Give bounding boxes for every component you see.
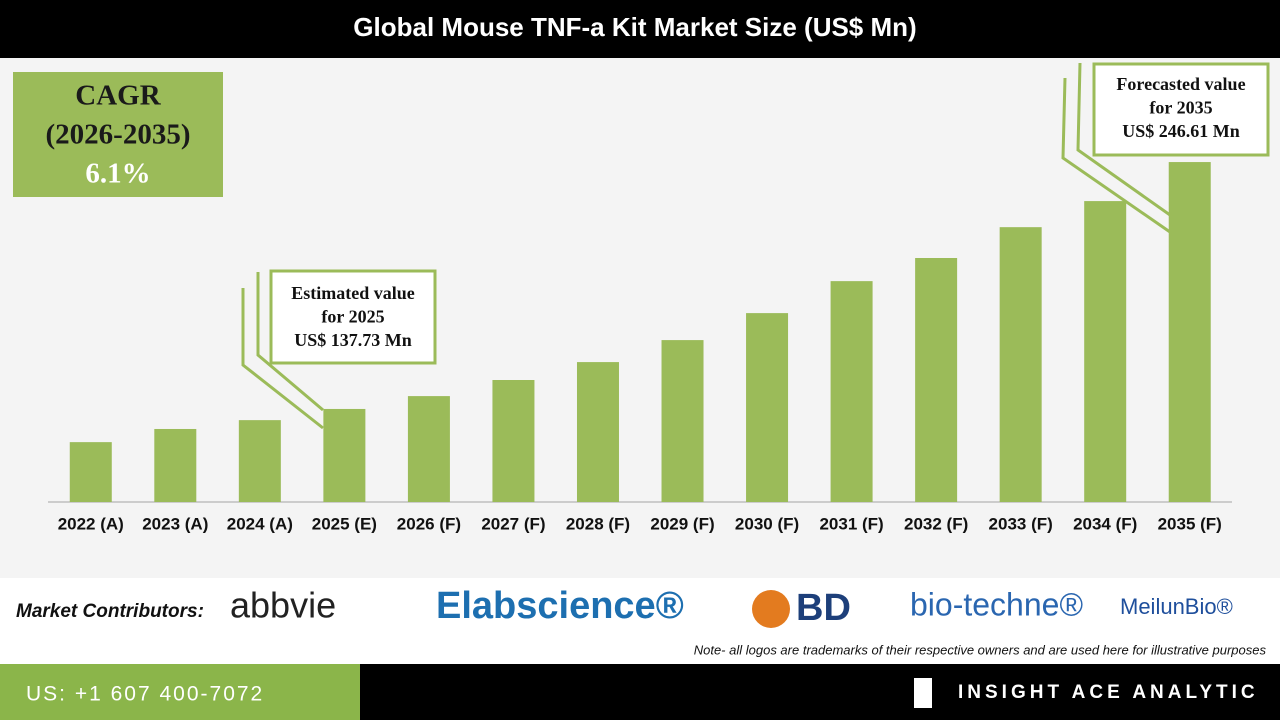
bar [576,362,619,502]
annotation: US$ 137.73 Mn [294,330,412,350]
x-tick-label: 2035 (F) [1158,514,1222,533]
cagr-period: (2026-2035) [46,119,191,151]
bar [323,408,366,502]
bar [154,428,197,502]
bar [1084,201,1127,502]
brand: INSIGHT ACE ANALYTIC [958,682,1259,703]
cagr-box [13,72,223,197]
logo: bio-techne® [910,586,1083,622]
annotation: Forecasted value [1116,74,1245,94]
x-tick-label: 2026 (F) [397,514,461,533]
x-tick-label: 2033 (F) [989,514,1053,533]
phone: US: +1 607 400-7072 [26,683,264,706]
brand-mark [914,678,932,708]
connector-2025 [256,272,324,412]
x-tick-label: 2030 (F) [735,514,799,533]
cagr-value: 6.1% [85,158,150,190]
x-tick-label: 2028 (F) [566,514,630,533]
bar [1168,162,1211,502]
bar [661,340,704,502]
bar [999,227,1042,502]
bar [492,380,535,502]
bar [830,281,873,502]
bar [746,313,789,502]
note: Note- all logos are trademarks of their … [694,642,1267,657]
x-tick-label: 2027 (F) [481,514,545,533]
x-tick-label: 2032 (F) [904,514,968,533]
annotation: Estimated value [291,283,415,303]
annotation-box [1092,62,1270,157]
annotation-box [269,269,437,365]
brand-bar [360,664,1280,720]
connectors [241,62,1171,430]
bar [238,420,281,502]
connector-2035 [1061,77,1171,234]
logo-mark [752,590,790,628]
x-tick-label: 2034 (F) [1073,514,1137,533]
bar [407,396,450,502]
bar [69,442,112,502]
bar [915,258,958,502]
chart-title: Global Mouse TNF-a Kit Market Size (US$ … [353,12,916,42]
connector-2025 [241,288,324,430]
contributors-label: Market Contributors: [16,601,204,622]
x-tick-label: 2024 (A) [227,514,293,533]
title-bar [0,0,1280,58]
cagr-label: CAGR [75,80,161,112]
annotation: for 2025 [321,307,384,327]
logo: Elabscience® [436,585,684,627]
x-tick-label: 2022 (A) [58,514,124,533]
logo: MeilunBio® [1120,594,1233,619]
connector-2035 [1076,62,1171,217]
annotation: US$ 246.61 Mn [1122,121,1240,141]
logo: abbvie [230,585,336,626]
x-tick-label: 2031 (F) [819,514,883,533]
x-tick-label: 2025 (E) [312,514,377,533]
logo: BD [796,587,851,629]
contributors-band [0,578,1280,664]
annotation: for 2035 [1149,98,1212,118]
x-tick-label: 2023 (A) [142,514,208,533]
phone-bar [0,664,360,720]
x-tick-label: 2029 (F) [650,514,714,533]
